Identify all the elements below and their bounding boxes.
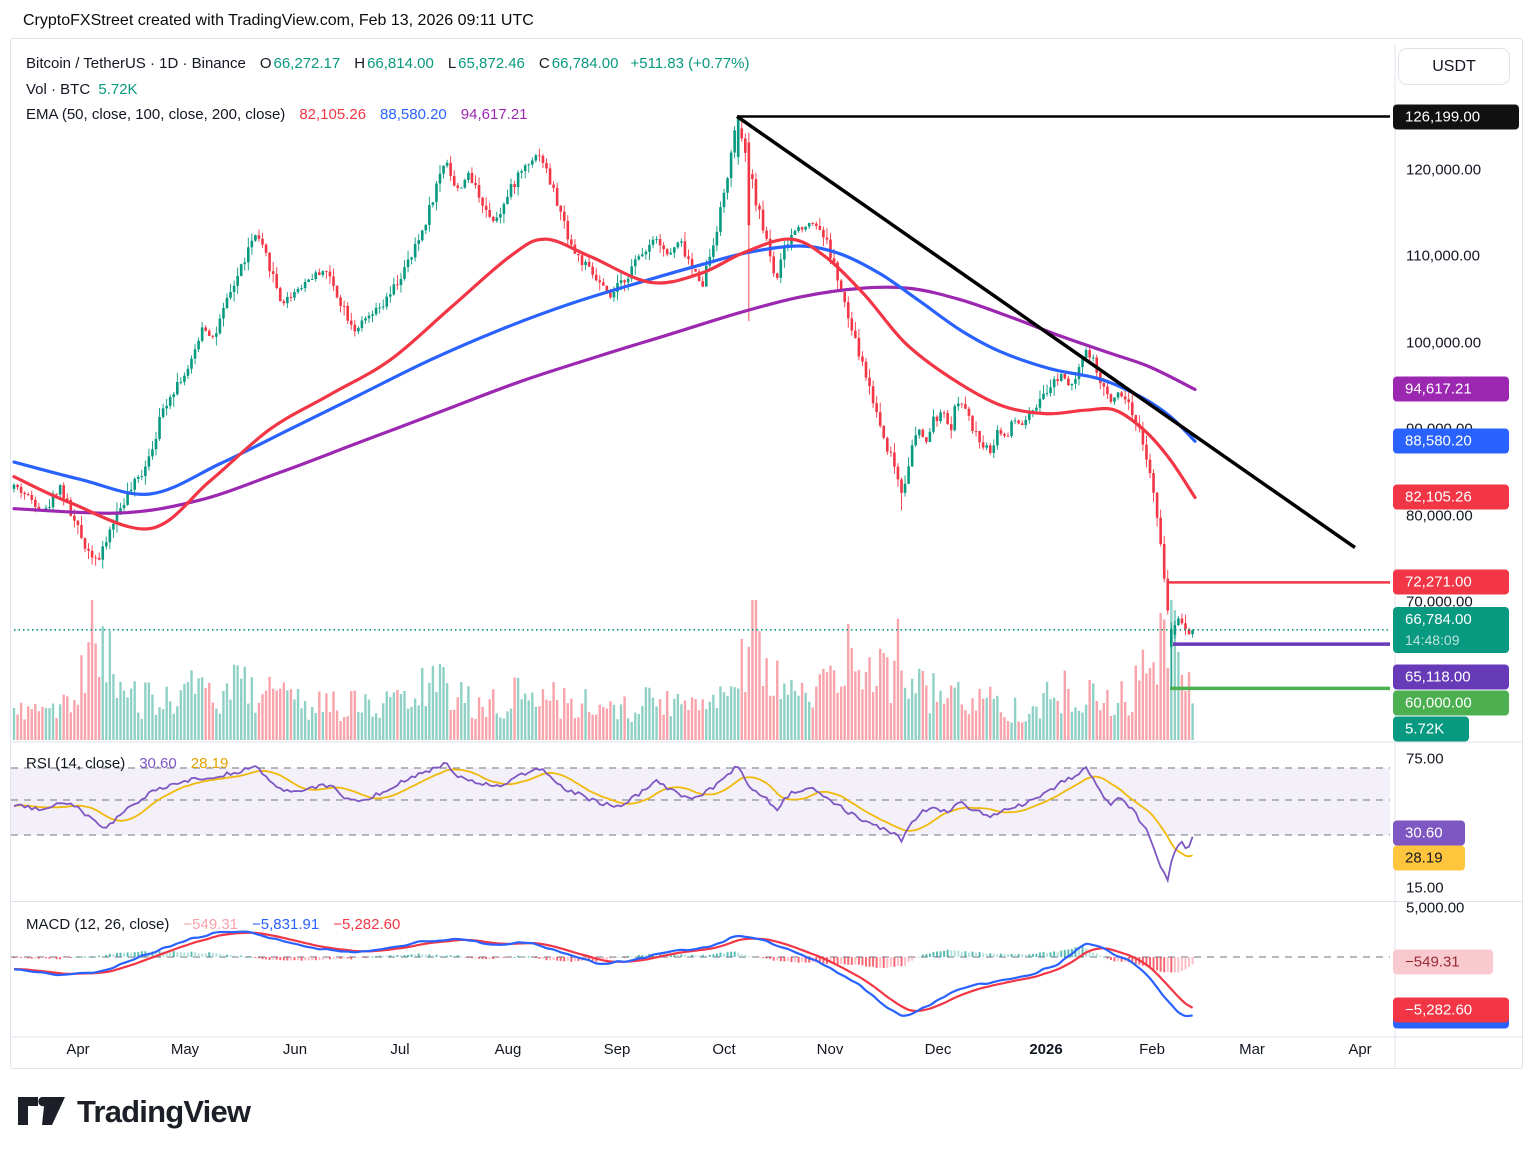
macd-value: −5,831.91	[252, 916, 320, 933]
price-axis-label: 100,000.00	[1406, 334, 1482, 352]
ohlc-h: H 66,814.00	[354, 55, 434, 72]
bar-countdown: 14:48:09	[1405, 632, 1460, 648]
time-axis-label: Jun	[282, 1041, 308, 1058]
time-axis-label: Feb	[1139, 1041, 1165, 1058]
price-axis-badge: 94,617.21	[1393, 376, 1509, 402]
price-axis-badge: 28.19	[1393, 845, 1465, 871]
currency-button[interactable]: USDT	[1398, 48, 1510, 85]
symbol-title[interactable]: Bitcoin / TetherUS · 1D · Binance	[26, 55, 246, 72]
time-axis-label: Aug	[494, 1041, 522, 1058]
macd-value: −5,282.60	[333, 916, 401, 933]
price-axis-label: 70,000.00	[1406, 593, 1473, 611]
time-axis-label: Sep	[603, 1041, 631, 1058]
credit-line: CryptoFXStreet created with TradingView.…	[23, 12, 534, 29]
ohlc-o: O 66,272.17	[259, 55, 341, 72]
price-axis-label: 15.00	[1406, 879, 1444, 897]
ohlc-c: C 66,784.00	[538, 55, 619, 72]
price-axis-label: 110,000.00	[1406, 247, 1480, 265]
rsi-value: 28.19	[190, 755, 229, 772]
price-axis-label: 5,000.00	[1406, 899, 1465, 917]
time-axis-label: Jul	[390, 1041, 410, 1058]
time-axis-label: Mar	[1239, 1041, 1265, 1058]
symbol-legend: Bitcoin / TetherUS · 1D · Binance O 66,272…	[26, 55, 749, 72]
tradingview-logo[interactable]: TradingView	[18, 1094, 251, 1130]
macd-legend: MACD (12, 26, close) −549.31 −5,831.91 −5,2…	[26, 916, 400, 933]
price-axis-label: 120,000.00	[1406, 161, 1482, 179]
price-axis-badge: 126,199.00	[1393, 104, 1519, 130]
price-axis-badge: 72,271.00	[1393, 569, 1509, 595]
time-axis-label: Dec	[924, 1041, 952, 1058]
ema-label[interactable]: EMA (50, close, 100, close, 200, close)	[26, 106, 286, 123]
time-axis[interactable]: Apr May Jun Jul Aug Sep Oct Nov Dec 2026 Feb Mar Apr	[10, 1038, 1523, 1068]
rsi-value: 30.60	[139, 755, 177, 772]
price-axis-label: 75.00	[1406, 750, 1444, 768]
chart-card	[10, 38, 1523, 1069]
time-axis-label: Apr	[1348, 1041, 1372, 1058]
time-axis-label: Oct	[712, 1041, 736, 1058]
macd-label[interactable]: MACD (12, 26, close)	[26, 916, 170, 933]
ema-legend: EMA (50, close, 100, close, 200, close) 8…	[26, 106, 528, 123]
price-axis-badge: −5,282.60	[1393, 997, 1509, 1023]
price-axis-badge: 65,118.00	[1393, 664, 1509, 690]
time-axis-label: May	[170, 1041, 200, 1058]
volume-value: 5.72K	[98, 81, 138, 98]
price-axis-badge: 60,000.00	[1393, 690, 1509, 716]
change-value: +511.83 (+0.77%)	[630, 55, 750, 72]
ohlc-l: L 65,872.46	[447, 55, 525, 72]
time-axis-label: 2026	[1029, 1041, 1063, 1058]
ema-value: 88,580.20	[380, 106, 447, 123]
price-axis-badge: −549.31	[1393, 949, 1493, 975]
current-price-badge: 66,784.00 14:48:09	[1393, 607, 1509, 653]
price-axis-badge: 30.60	[1393, 820, 1465, 846]
ema-value: 82,105.26	[299, 106, 367, 123]
ema-value: 94,617.21	[460, 106, 528, 123]
time-axis-label: Apr	[66, 1041, 90, 1058]
volume-legend: Vol · BTC 5.72K	[26, 81, 138, 98]
price-axis[interactable]: USDT 120,000.00110,000.00100,000.0090,00…	[1392, 0, 1526, 1159]
time-axis-label: Nov	[816, 1041, 844, 1058]
tradingview-wordmark: TradingView	[77, 1094, 251, 1129]
volume-label[interactable]: Vol · BTC	[26, 81, 91, 98]
macd-value: −549.31	[183, 916, 239, 933]
rsi-label[interactable]: RSI (14, close)	[26, 755, 126, 772]
price-axis-badge: 5.72K	[1393, 716, 1469, 742]
tradingview-icon	[18, 1097, 65, 1125]
price-axis-badge: 88,580.20	[1393, 428, 1509, 454]
rsi-legend: RSI (14, close) 30.60 28.19	[26, 755, 228, 772]
price-axis-badge: 82,105.26	[1393, 484, 1509, 510]
price-axis-label: 80,000.00	[1406, 507, 1473, 525]
